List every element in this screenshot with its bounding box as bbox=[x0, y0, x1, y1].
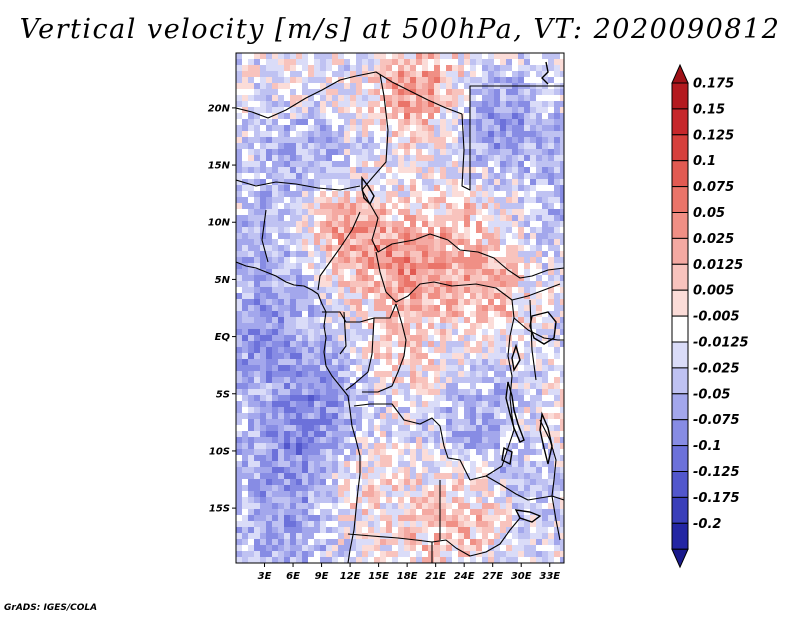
coast-sinai bbox=[541, 61, 549, 85]
lon-tick-label: 33E bbox=[539, 571, 560, 582]
border-cameroon-gabon bbox=[322, 303, 397, 391]
colorbar-bottom-arrow bbox=[671, 548, 689, 569]
colorbar-swatch bbox=[671, 522, 689, 550]
colorbar-label: -0.075 bbox=[693, 413, 740, 428]
border-car bbox=[375, 251, 561, 303]
colorbar-swatch bbox=[671, 496, 689, 524]
lake-kariba bbox=[514, 509, 542, 523]
lakes bbox=[361, 61, 557, 523]
lat-tick-label: 10N bbox=[208, 218, 231, 229]
colorbar-label: -0.0125 bbox=[693, 336, 749, 351]
map-frame bbox=[235, 52, 565, 564]
border-angola-north bbox=[353, 403, 471, 481]
lon-tick-label: 24E bbox=[454, 571, 475, 582]
colorbar-swatch bbox=[671, 393, 689, 421]
grads-credit: GrADS: IGES/COLA bbox=[4, 603, 98, 613]
colorbar-label: 0.05 bbox=[693, 206, 725, 221]
border-sudan-east bbox=[447, 239, 564, 279]
colorbar-swatch bbox=[671, 134, 689, 162]
border-drc-east bbox=[469, 299, 515, 481]
colorbar-label: -0.025 bbox=[693, 361, 740, 376]
coastline-west-africa bbox=[236, 261, 361, 563]
colorbar-label: -0.175 bbox=[693, 491, 740, 506]
colorbar-swatch bbox=[671, 341, 689, 369]
border-sahara-north bbox=[236, 71, 463, 119]
colorbar-label: -0.125 bbox=[693, 465, 740, 480]
colorbar-swatch bbox=[671, 160, 689, 188]
map-title: Vertical velocity [m/s] at 500hPa, VT: 2… bbox=[19, 14, 781, 45]
country-borders bbox=[236, 71, 564, 563]
colorbar-swatch bbox=[671, 289, 689, 317]
border-congo-drc bbox=[362, 303, 407, 393]
colorbar-swatch bbox=[671, 82, 689, 110]
colorbar-swatch bbox=[671, 237, 689, 265]
colorbar-swatch bbox=[671, 419, 689, 447]
border-east-africa bbox=[513, 299, 564, 381]
colorbar-swatch bbox=[671, 108, 689, 136]
lat-tick-label: 15S bbox=[209, 504, 230, 515]
colorbar-swatch bbox=[671, 445, 689, 473]
colorbar-top-arrow bbox=[671, 63, 689, 84]
colorbar-label: -0.05 bbox=[693, 387, 730, 402]
colorbar-swatch bbox=[671, 367, 689, 395]
lake-tanganyika bbox=[505, 381, 525, 443]
colorbar-label: 0.0125 bbox=[693, 258, 743, 273]
border-chad-west bbox=[361, 73, 449, 253]
colorbar-swatch bbox=[671, 212, 689, 239]
colorbar: 0.175 0.15 0.125 0.1 0.075 0.05 0.025 0.0125 0.0… bbox=[671, 63, 749, 569]
border-namibia-botswana bbox=[431, 517, 521, 563]
lake-malawi bbox=[539, 411, 553, 465]
colorbar-label: 0.075 bbox=[693, 180, 734, 195]
colorbar-label: 0.025 bbox=[693, 232, 734, 247]
lon-tick-label: 3E bbox=[258, 571, 272, 582]
colorbar-label: 0.125 bbox=[693, 128, 734, 143]
lat-tick-label: 5N bbox=[215, 275, 231, 286]
lon-tick-label: 27E bbox=[482, 571, 503, 582]
colorbar-swatch bbox=[671, 315, 689, 343]
lake-mweru bbox=[501, 446, 513, 466]
colorbar-swatch bbox=[671, 186, 689, 214]
lake-albert bbox=[511, 343, 521, 372]
colorbar-label: 0.1 bbox=[693, 154, 716, 169]
border-angola-south bbox=[347, 480, 457, 549]
lat-tick-label: EQ bbox=[215, 332, 231, 343]
lat-tick-label: 5S bbox=[216, 389, 230, 400]
lake-victoria bbox=[529, 311, 557, 345]
colorbar-swatch bbox=[671, 471, 689, 498]
colorbar-label: 0.175 bbox=[693, 77, 734, 92]
colorbar-label: 0.005 bbox=[693, 284, 734, 299]
lat-tick-label: 20N bbox=[208, 103, 231, 114]
longitude-axis: 3E 6E 9E 12E 15E 18E 21E 24E 27E 30E 33E bbox=[258, 563, 560, 582]
border-libya-sudan bbox=[461, 85, 564, 191]
lon-tick-label: 9E bbox=[315, 571, 329, 582]
lon-tick-label: 21E bbox=[425, 571, 446, 582]
lake-chad bbox=[361, 175, 375, 206]
lon-tick-label: 12E bbox=[340, 571, 361, 582]
border-niger-south bbox=[236, 179, 361, 191]
colorbar-swatch bbox=[671, 263, 689, 291]
latitude-axis: 20N 15N 10N 5N EQ 5S 10S 15S bbox=[208, 103, 236, 515]
colorbar-label: -0.2 bbox=[693, 517, 721, 532]
lat-tick-label: 15N bbox=[208, 161, 231, 172]
velocity-field bbox=[236, 53, 564, 563]
lon-tick-label: 18E bbox=[397, 571, 418, 582]
colorbar-label: 0.15 bbox=[693, 102, 725, 117]
lon-tick-label: 30E bbox=[511, 571, 532, 582]
colorbar-label: -0.005 bbox=[693, 310, 740, 325]
lon-tick-label: 15E bbox=[368, 571, 389, 582]
lat-tick-label: 10S bbox=[209, 446, 230, 457]
border-nigeria bbox=[261, 209, 361, 291]
lon-tick-label: 6E bbox=[286, 571, 300, 582]
colorbar-label: -0.1 bbox=[693, 439, 721, 454]
